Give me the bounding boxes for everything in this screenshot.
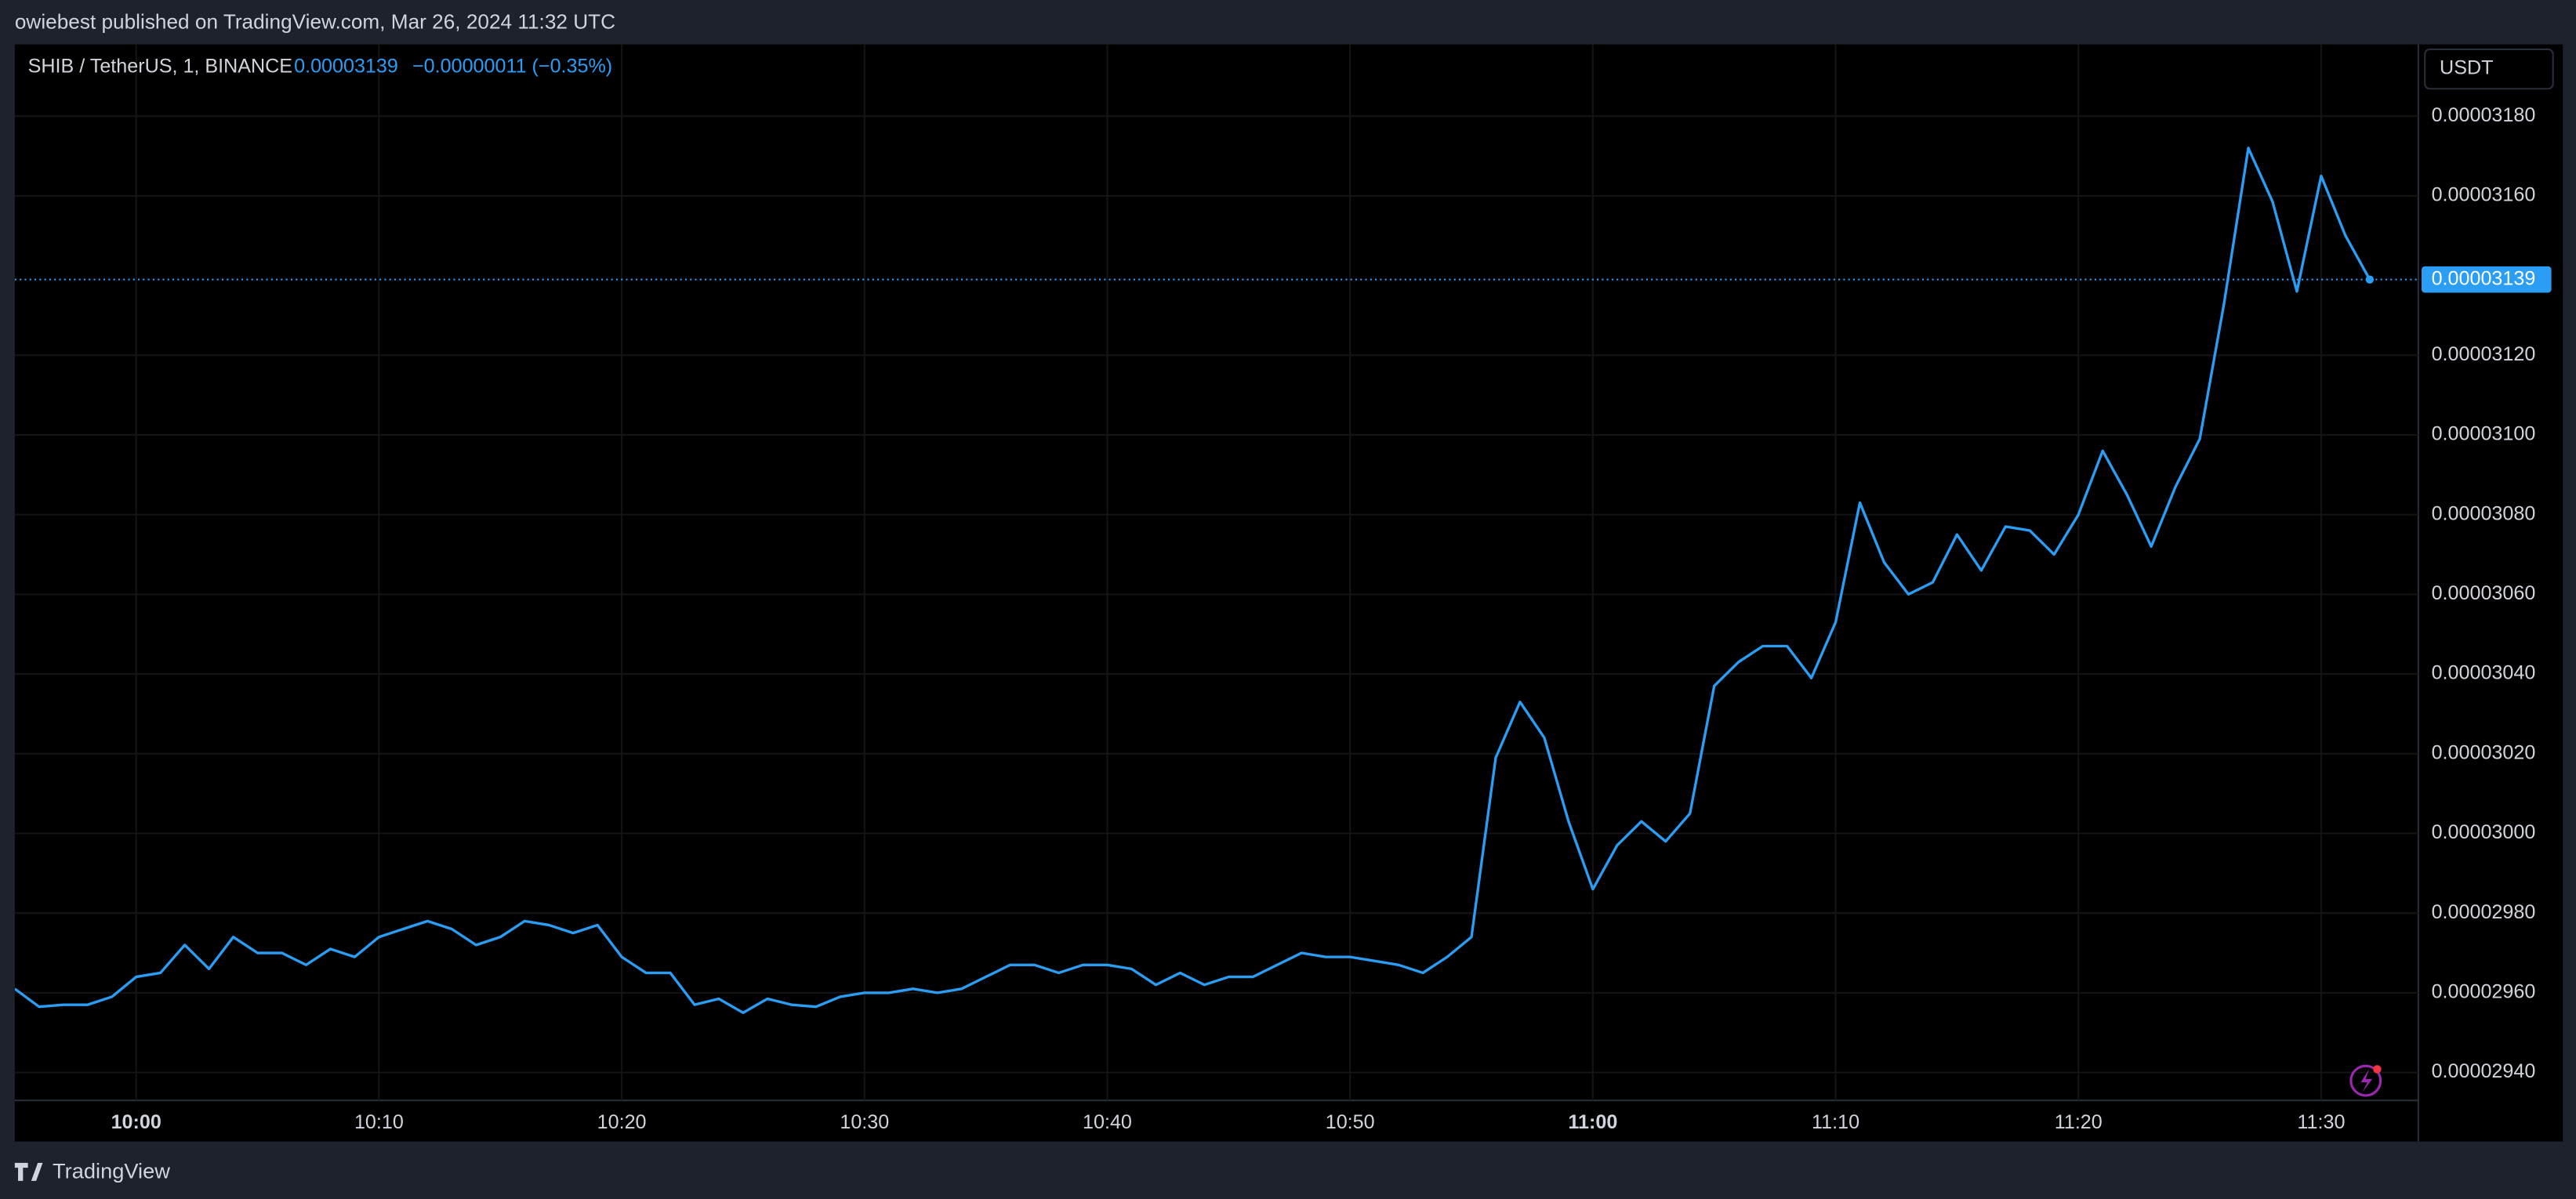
y-tick-label: 0.00002980 [2432, 901, 2536, 923]
y-tick-label: 0.00003060 [2432, 582, 2536, 604]
y-tick-label: 0.00003180 [2432, 104, 2536, 126]
y-tick-label: 0.00003020 [2432, 741, 2536, 763]
publisher-line: owiebest published on TradingView.com, M… [15, 9, 615, 33]
x-tick-label: 11:10 [1812, 1111, 1859, 1133]
brand-name: TradingView [53, 1159, 170, 1183]
x-tick-label: 10:40 [1083, 1111, 1132, 1133]
last-price-box [2422, 266, 2552, 293]
y-tick-label: 0.00003160 [2432, 184, 2536, 206]
x-tick-label: 10:20 [597, 1111, 647, 1133]
x-tick-label: 10:30 [840, 1111, 889, 1133]
labels: 0.00002940 0.00002960 0.00002980 0.00003000… [111, 104, 2552, 1133]
last-point [2365, 275, 2375, 284]
header-last-price: 0.00003139 [294, 56, 398, 78]
y-tick-label: 0.00003040 [2432, 662, 2536, 684]
currency-label[interactable]: USDT [2440, 57, 2493, 79]
y-tick-label: 0.00003100 [2432, 423, 2536, 445]
x-tick-label: 10:00 [111, 1111, 161, 1133]
y-tick-label: 0.00003120 [2432, 343, 2536, 365]
x-tick-label: 10:10 [354, 1111, 404, 1133]
y-tick-label: 0.00003000 [2432, 821, 2536, 843]
y-tick-label: 0.00002960 [2432, 981, 2536, 1003]
currency-button[interactable] [2424, 48, 2554, 90]
price-line [14, 147, 2371, 1014]
symbol-title: SHIB / TetherUS, 1, BINANCE [28, 56, 292, 78]
brand-logo [14, 1162, 43, 1181]
chart-background [14, 44, 2563, 1142]
y-tick-label: 0.00003080 [2432, 502, 2536, 524]
lightning-icon[interactable] [2349, 1064, 2382, 1097]
x-tick-label: 11:00 [1568, 1111, 1617, 1133]
header-change: −0.00000011 (−0.35%) [412, 56, 612, 78]
last-price-label: 0.00003139 [2432, 267, 2536, 289]
series-layer [14, 147, 2375, 1014]
x-tick-label: 10:50 [1326, 1111, 1375, 1133]
x-tick-label: 11:20 [2055, 1111, 2103, 1133]
grid [14, 44, 2418, 1101]
x-tick-label: 11:30 [2297, 1111, 2345, 1133]
y-tick-label: 0.00002940 [2432, 1060, 2536, 1082]
